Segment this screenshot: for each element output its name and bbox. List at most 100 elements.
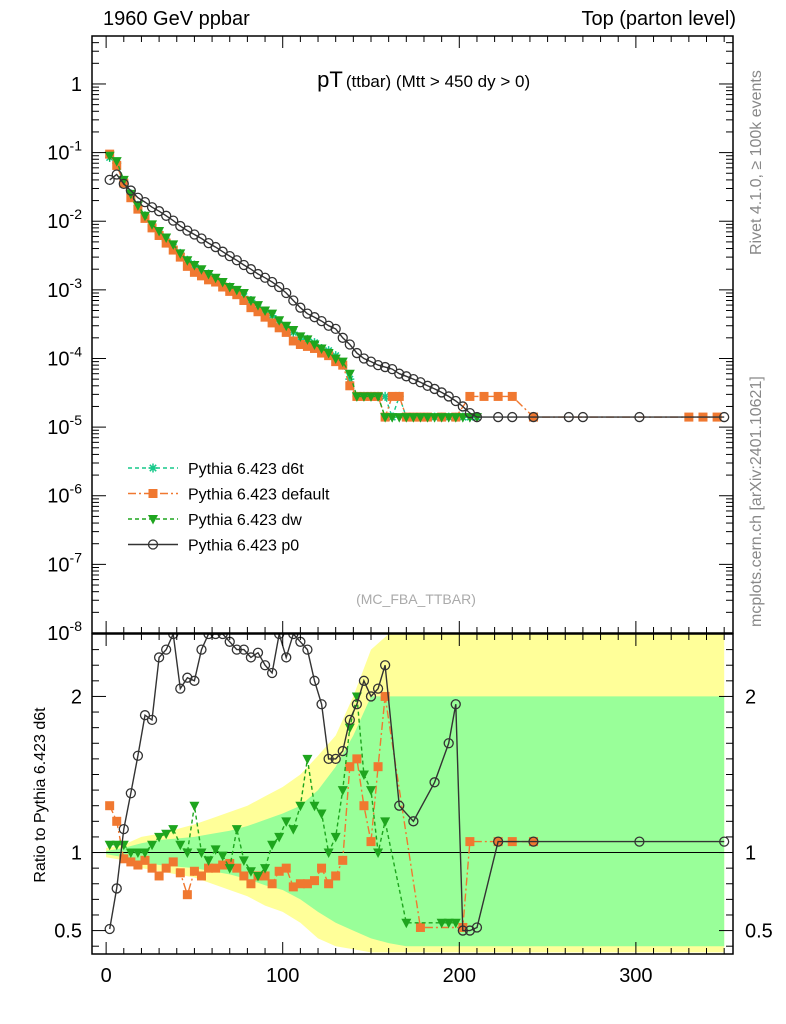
x-tick-label: 100 [266,965,299,987]
ratio-point-1-6 [147,840,158,851]
main-point-2-20 [245,296,256,306]
main-point-3-30 [316,315,327,327]
main-point-2-19 [238,288,249,299]
main-point-3-39 [379,361,391,373]
ratio-point-0-31 [324,879,334,889]
ratio-point-0-27 [295,879,305,889]
ratio-point-1-34 [344,723,355,734]
legend-label-0: Pythia 6.423 d6t [188,461,304,478]
ratio-point-1-5 [139,848,150,859]
ratio-point-0-20 [246,879,256,889]
ratio-point-0-36 [359,801,369,811]
ratio-point-1-7 [154,832,165,843]
ratio-point-2-3 [125,788,136,799]
ratio-point-0-8 [161,863,171,873]
ratio-point-2-41 [408,816,419,827]
main-point-1-20 [246,303,256,313]
main-point-1-8 [161,238,171,248]
main-point-1-34 [345,381,355,391]
main-point-2-2 [118,175,129,186]
main-series-3 [104,169,730,423]
main-point-3-15 [210,241,221,253]
ratio-point-2-15 [210,634,221,640]
main-point-3-35 [351,347,363,359]
ratio-point-0-12 [189,866,199,876]
y-tick-label: 10-3 [47,275,82,302]
ratio-point-2-5 [139,710,151,721]
ratio-point-1-12 [189,801,200,812]
main-point-1-14 [204,275,214,285]
ratio-point-2-30 [316,699,327,710]
ratio-point-2-46 [464,925,476,936]
ratio-point-1-22 [260,864,271,874]
ratio-point-1-38 [373,848,384,859]
main-point-2-36 [358,392,369,402]
y-tick-label: 10-4 [47,343,82,370]
plot-frames [91,35,734,955]
legend-marker-3 [147,539,159,550]
ratio-point-1-32 [330,832,341,843]
main-point-3-34 [344,339,355,350]
main-point-1-50 [493,391,503,401]
main-point-3-40 [387,363,398,375]
ratio-y-tick-label-right: 0.5 [745,921,773,943]
analysis-watermark: (MC_FBA_TTBAR) [356,591,476,607]
main-point-2-46 [429,413,440,423]
main-point-3-33 [337,332,348,343]
main-point-1-48 [465,391,475,401]
main-point-2-8 [161,233,172,243]
ratio-point-0-2 [119,854,129,864]
main-point-3-59 [719,411,730,423]
main-point-3-54 [507,411,518,423]
main-point-3-36 [358,353,370,364]
ratio-point-0-11 [182,890,192,900]
main-point-3-26 [288,295,299,306]
main-point-1-40 [387,391,397,401]
legend-marker-2 [148,515,158,525]
ratio-point-0-9 [168,857,178,867]
legend-marker-1 [148,489,158,498]
ratio-point-1-1 [111,840,122,851]
mcplots-label: mcplots.cern.ch [arXiv:2401.10621] [748,376,765,627]
ratio-point-1-20 [245,867,256,877]
ratio-point-0-28 [302,879,312,889]
ratio-point-1-19 [238,856,249,866]
header-energy: 1960 GeV ppbar [103,8,250,30]
main-point-2-37 [366,392,377,402]
main-point-3-2 [118,178,129,190]
main-point-3-7 [153,206,165,217]
main-point-3-10 [175,220,186,232]
ratio-point-2-10 [175,683,186,694]
main-point-3-50 [457,401,468,412]
main-point-2-6 [147,220,158,230]
ratio-point-2-44 [450,699,461,710]
ratio-point-2-20 [245,652,257,663]
main-point-3-5 [139,196,151,208]
ratio-point-2-31 [323,753,334,765]
main-point-1-23 [267,318,277,328]
ratio-point-2-2 [118,823,129,835]
main-point-2-49 [450,413,461,423]
ratio-point-0-19 [239,871,249,881]
ratio-point-2-1 [111,883,122,894]
main-point-2-14 [203,270,214,280]
ratio-point-2-50 [634,836,645,847]
ratio-point-0-26 [288,882,298,892]
ratio-point-2-22 [259,660,271,671]
main-point-2-35 [351,392,362,402]
main-point-3-49 [450,395,461,407]
axis-ticks: 0 100 200 30010-810-710-610-510-410-310-210… [47,35,773,987]
ratio-point-2-40 [394,800,405,811]
ratio-point-2-9 [168,634,179,640]
y-tick-label: 10-1 [47,138,82,165]
main-point-3-55 [528,411,539,423]
main-point-2-27 [295,332,306,342]
ratio-point-2-36 [358,675,370,686]
main-point-3-27 [295,302,306,313]
main-point-3-53 [492,411,504,423]
main-point-2-29 [309,340,320,350]
main-point-2-32 [330,354,341,364]
ratio-point-1-9 [168,825,179,835]
main-series-group [104,149,730,423]
